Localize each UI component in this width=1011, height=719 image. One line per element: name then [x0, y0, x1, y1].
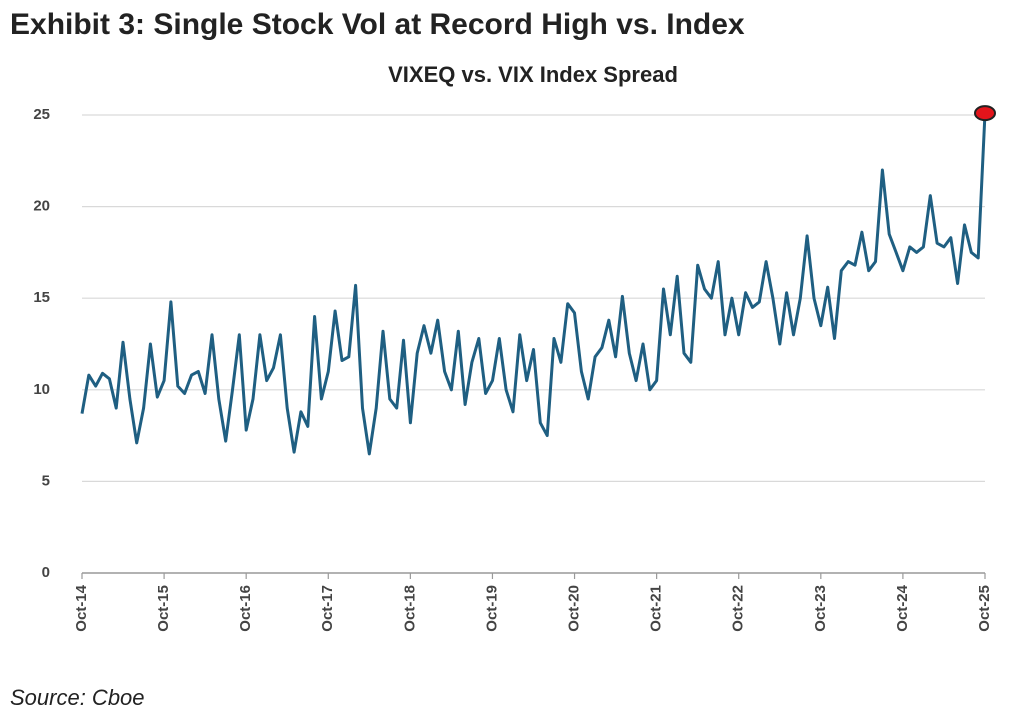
chart-subtitle: VIXEQ vs. VIX Index Spread: [388, 62, 678, 87]
y-tick-label: 20: [33, 198, 50, 215]
y-tick-label: 15: [33, 289, 50, 306]
x-tick-label: Oct-14: [73, 584, 90, 631]
x-tick-label: Oct-17: [319, 585, 336, 632]
highlight-point: [974, 105, 996, 122]
data-line: [80, 113, 987, 456]
x-tick-label: Oct-20: [566, 585, 583, 632]
y-tick-label: 0: [42, 564, 50, 581]
x-tick-label: Oct-19: [483, 585, 500, 632]
source-note: Source: Cboe: [10, 685, 145, 710]
x-tick-label: Oct-15: [155, 585, 172, 632]
x-tick-label: Oct-23: [812, 585, 829, 632]
x-tick-label: Oct-25: [976, 585, 993, 632]
chart-title: Exhibit 3: Single Stock Vol at Record Hi…: [10, 8, 745, 41]
x-tick-label: Oct-18: [401, 585, 418, 632]
y-tick-label: 25: [33, 106, 50, 123]
y-tick-label: 5: [42, 472, 50, 489]
y-tick-label: 10: [33, 381, 50, 398]
x-tick-label: Oct-21: [648, 585, 665, 632]
x-tick-label: Oct-22: [730, 585, 747, 632]
x-tick-label: Oct-24: [894, 584, 911, 631]
x-tick-label: Oct-16: [237, 585, 254, 632]
